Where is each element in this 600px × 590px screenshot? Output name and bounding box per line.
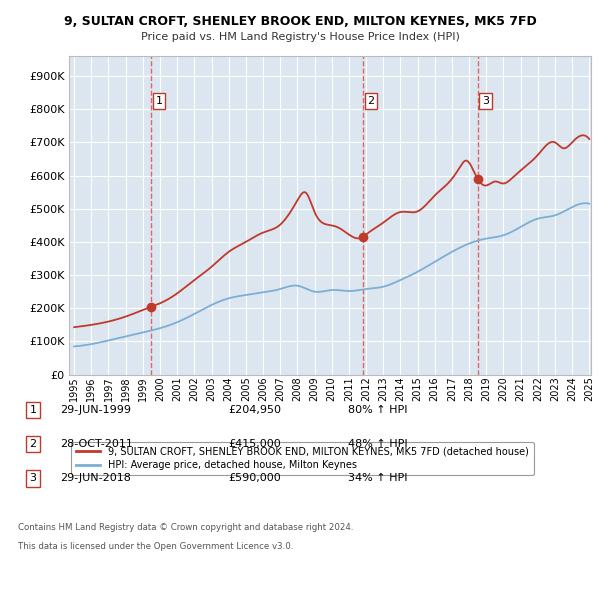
Legend: 9, SULTAN CROFT, SHENLEY BROOK END, MILTON KEYNES, MK5 7FD (detached house), HPI: 9, SULTAN CROFT, SHENLEY BROOK END, MILT… (71, 442, 534, 476)
Text: 34% ↑ HPI: 34% ↑ HPI (348, 474, 407, 483)
Text: 80% ↑ HPI: 80% ↑ HPI (348, 405, 407, 415)
Text: This data is licensed under the Open Government Licence v3.0.: This data is licensed under the Open Gov… (18, 542, 293, 550)
Text: 9, SULTAN CROFT, SHENLEY BROOK END, MILTON KEYNES, MK5 7FD: 9, SULTAN CROFT, SHENLEY BROOK END, MILT… (64, 15, 536, 28)
Text: Contains HM Land Registry data © Crown copyright and database right 2024.: Contains HM Land Registry data © Crown c… (18, 523, 353, 532)
Text: £204,950: £204,950 (228, 405, 281, 415)
Text: 3: 3 (29, 474, 37, 483)
Text: 29-JUN-2018: 29-JUN-2018 (60, 474, 131, 483)
Text: 48% ↑ HPI: 48% ↑ HPI (348, 440, 407, 449)
Text: 3: 3 (482, 96, 489, 106)
Text: 29-JUN-1999: 29-JUN-1999 (60, 405, 131, 415)
Text: 2: 2 (367, 96, 374, 106)
Text: 1: 1 (29, 405, 37, 415)
Text: Price paid vs. HM Land Registry's House Price Index (HPI): Price paid vs. HM Land Registry's House … (140, 32, 460, 42)
Text: £415,000: £415,000 (228, 440, 281, 449)
Text: 28-OCT-2011: 28-OCT-2011 (60, 440, 133, 449)
Text: £590,000: £590,000 (228, 474, 281, 483)
Text: 1: 1 (156, 96, 163, 106)
Text: 2: 2 (29, 440, 37, 449)
